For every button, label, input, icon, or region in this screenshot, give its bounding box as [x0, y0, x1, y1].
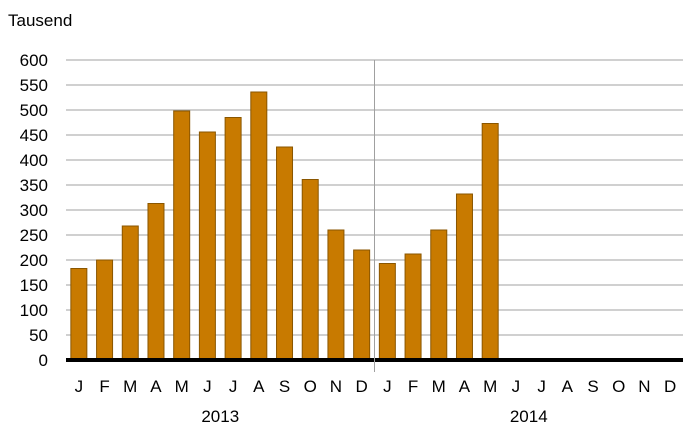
y-tick-label: 50 — [29, 326, 48, 345]
bar — [482, 124, 498, 361]
x-tick-label: A — [150, 377, 162, 396]
bar — [174, 111, 190, 360]
x-tick-label: J — [203, 377, 212, 396]
x-tick-label: A — [562, 377, 574, 396]
x-tick-label: F — [99, 377, 109, 396]
y-tick-label: 300 — [20, 201, 48, 220]
y-tick-label: 400 — [20, 151, 48, 170]
x-tick-label: A — [253, 377, 265, 396]
bar — [354, 250, 370, 360]
bar — [199, 132, 215, 360]
bar — [328, 230, 344, 360]
x-tick-label: O — [304, 377, 317, 396]
x-tick-label: J — [512, 377, 521, 396]
x-tick-label: O — [612, 377, 625, 396]
y-axis-labels: 0 50 100 150 200 250 300 350 400 450 500 550 600 — [20, 51, 48, 370]
bar — [405, 254, 421, 360]
y-tick-label: 250 — [20, 226, 48, 245]
x-tick-label: D — [356, 377, 368, 396]
x-tick-label: S — [587, 377, 598, 396]
bar — [225, 118, 241, 361]
bar — [431, 230, 447, 360]
x-tick-label: J — [75, 377, 84, 396]
y-tick-label: 200 — [20, 251, 48, 270]
x-tick-label: S — [279, 377, 290, 396]
bar — [251, 92, 267, 360]
y-tick-label: 450 — [20, 126, 48, 145]
y-tick-label: 350 — [20, 176, 48, 195]
x-tick-label: M — [432, 377, 446, 396]
year-label: 2013 — [201, 407, 239, 426]
bar — [97, 260, 113, 360]
x-tick-label: J — [537, 377, 546, 396]
y-tick-label: 0 — [39, 351, 48, 370]
bar — [456, 194, 472, 360]
x-tick-label: M — [123, 377, 137, 396]
x-tick-label: M — [483, 377, 497, 396]
x-tick-label: J — [383, 377, 392, 396]
x-tick-label: F — [408, 377, 418, 396]
x-tick-label: D — [664, 377, 676, 396]
y-tick-label: 150 — [20, 276, 48, 295]
bar — [71, 269, 87, 361]
x-tick-label: J — [229, 377, 238, 396]
bars — [71, 92, 498, 360]
bar — [379, 264, 395, 361]
unit-label: Tausend — [8, 11, 72, 30]
year-label: 2014 — [510, 407, 548, 426]
x-tick-label: A — [459, 377, 471, 396]
x-tick-label: N — [330, 377, 342, 396]
y-tick-label: 500 — [20, 101, 48, 120]
bar — [122, 226, 138, 360]
y-tick-label: 100 — [20, 301, 48, 320]
bar — [277, 147, 293, 360]
bar — [148, 204, 164, 361]
x-tick-label: M — [175, 377, 189, 396]
y-tick-label: 550 — [20, 76, 48, 95]
year-labels: 2013 2014 — [201, 407, 547, 426]
bar — [302, 180, 318, 361]
y-tick-label: 600 — [20, 51, 48, 70]
x-tick-label: N — [638, 377, 650, 396]
